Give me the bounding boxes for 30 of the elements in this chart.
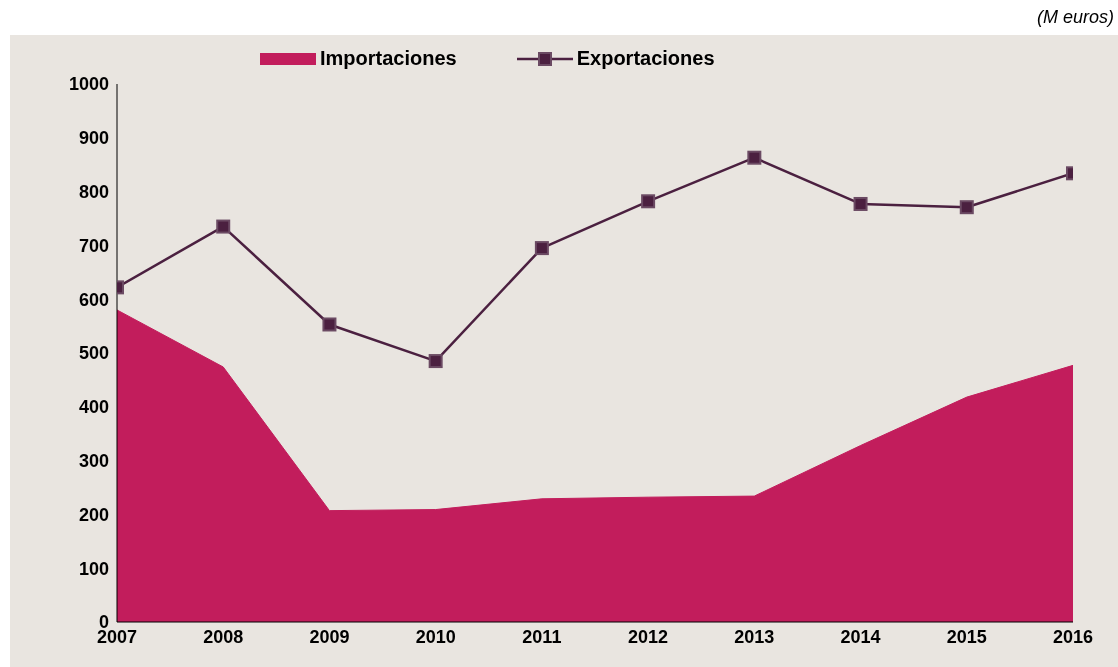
point [853, 196, 868, 211]
x-tick-label: 2010 [415, 626, 456, 647]
point [641, 194, 656, 209]
x-tick-label: 2012 [628, 626, 669, 647]
y-tick-label: 400 [78, 397, 109, 418]
x-tick-label: 2008 [203, 626, 244, 647]
point [216, 219, 231, 234]
x-tick-label: 2013 [734, 626, 775, 647]
legend-label: Exportaciones [575, 47, 715, 70]
point [534, 241, 549, 256]
x-tick-label: 2015 [946, 626, 987, 647]
text: (M euros) [1036, 7, 1114, 27]
legend-label: Importaciones [319, 47, 457, 70]
y-tick-label: 500 [78, 343, 109, 364]
y-tick-label: 800 [78, 181, 109, 202]
point [959, 200, 974, 215]
y-tick-label: 700 [78, 235, 109, 256]
x-tick-label: 2011 [522, 626, 562, 647]
x-tick-label: 2016 [1052, 626, 1094, 647]
y-tick-label: 600 [78, 289, 109, 310]
y-tick-label: 900 [78, 128, 109, 149]
point [747, 150, 762, 165]
y-tick-label: 200 [78, 504, 109, 525]
x-tick-label: 2014 [840, 626, 881, 647]
y-tick-label: 100 [78, 558, 109, 579]
x-tick-label: 2009 [309, 626, 350, 647]
y-tick-label: 300 [78, 450, 109, 471]
point [322, 317, 337, 332]
point [428, 354, 443, 369]
y-tick-label: 1000 [68, 74, 109, 95]
